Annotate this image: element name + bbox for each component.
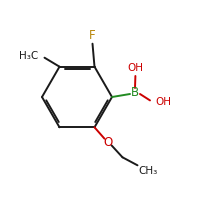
Text: H₃C: H₃C: [19, 51, 39, 61]
Text: CH₃: CH₃: [138, 166, 158, 176]
Text: B: B: [131, 86, 139, 99]
Text: OH: OH: [127, 63, 143, 73]
Text: O: O: [104, 136, 113, 149]
Text: OH: OH: [155, 97, 171, 107]
Text: F: F: [89, 29, 96, 42]
